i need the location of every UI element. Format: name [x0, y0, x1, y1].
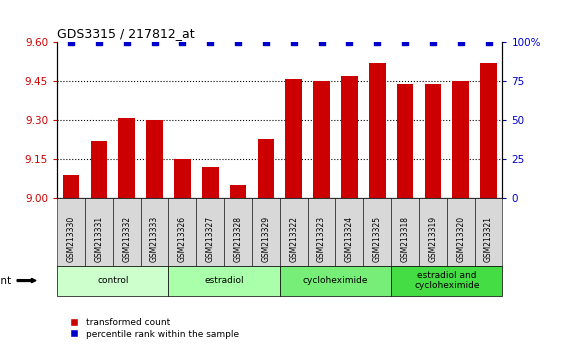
Text: GSM213322: GSM213322 [289, 216, 298, 262]
Bar [425, 84, 441, 198]
Text: GSM213331: GSM213331 [94, 216, 103, 262]
Legend: transformed count, percentile rank within the sample: transformed count, percentile rank withi… [62, 314, 243, 342]
Point [456, 40, 465, 45]
Text: GSM213330: GSM213330 [66, 216, 75, 262]
Text: GSM213323: GSM213323 [317, 216, 326, 262]
Point [400, 40, 409, 45]
Bar [174, 159, 191, 198]
Point [150, 40, 159, 45]
Text: GDS3315 / 217812_at: GDS3315 / 217812_at [57, 27, 195, 40]
Bar [397, 84, 413, 198]
Text: GSM213319: GSM213319 [428, 216, 437, 262]
Point [122, 40, 131, 45]
Bar [202, 167, 219, 198]
Bar [118, 118, 135, 198]
Bar [63, 175, 79, 198]
Bar [230, 185, 247, 198]
Text: GSM213321: GSM213321 [484, 216, 493, 262]
Point [234, 40, 243, 45]
Point [428, 40, 437, 45]
Text: cycloheximide: cycloheximide [303, 276, 368, 285]
Bar [480, 63, 497, 198]
Text: GSM213324: GSM213324 [345, 216, 354, 262]
Bar [258, 138, 274, 198]
Point [345, 40, 354, 45]
Bar [452, 81, 469, 198]
Point [262, 40, 271, 45]
Text: estradiol: estradiol [204, 276, 244, 285]
Bar [146, 120, 163, 198]
Text: agent: agent [0, 275, 11, 286]
Bar [369, 63, 385, 198]
Text: GSM213332: GSM213332 [122, 216, 131, 262]
Text: GSM213328: GSM213328 [234, 216, 243, 262]
Text: GSM213318: GSM213318 [400, 216, 409, 262]
Bar [90, 141, 107, 198]
Text: estradiol and
cycloheximide: estradiol and cycloheximide [414, 271, 480, 290]
Text: GSM213333: GSM213333 [150, 216, 159, 262]
Point [66, 40, 75, 45]
Text: GSM213327: GSM213327 [206, 216, 215, 262]
Point [317, 40, 326, 45]
Bar [313, 81, 330, 198]
Text: GSM213326: GSM213326 [178, 216, 187, 262]
Point [94, 40, 103, 45]
Point [289, 40, 298, 45]
Text: control: control [97, 276, 128, 285]
Bar [286, 79, 302, 198]
Point [484, 40, 493, 45]
Text: GSM213329: GSM213329 [262, 216, 271, 262]
Point [373, 40, 382, 45]
Text: GSM213320: GSM213320 [456, 216, 465, 262]
Text: GSM213325: GSM213325 [373, 216, 382, 262]
Point [178, 40, 187, 45]
Bar [341, 76, 357, 198]
Point [206, 40, 215, 45]
